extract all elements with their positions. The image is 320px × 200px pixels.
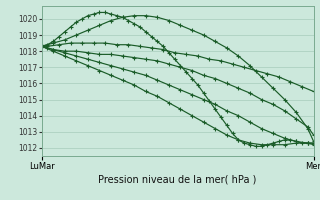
X-axis label: Pression niveau de la mer( hPa ): Pression niveau de la mer( hPa ) (99, 175, 257, 185)
